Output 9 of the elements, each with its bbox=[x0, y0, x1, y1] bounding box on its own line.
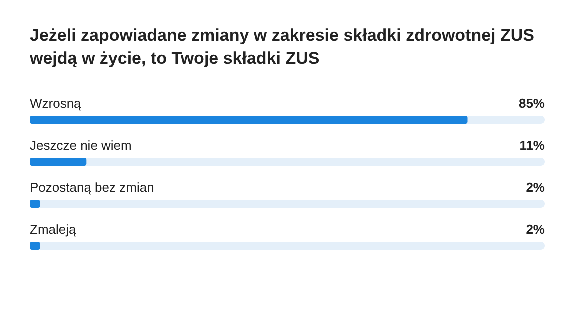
data-label: 2% bbox=[526, 180, 546, 195]
y-tick-label: Wzrosną bbox=[30, 96, 82, 111]
y-tick-label: Pozostaną bez zmian bbox=[30, 180, 154, 195]
chart-title: Jeżeli zapowiadane zmiany w zakresie składki zdrowotnej ZUS wejdą w życie, to Twoje składki ZUS bbox=[29, 26, 535, 68]
y-tick-label: Jeszcze nie wiem bbox=[30, 138, 132, 153]
y-tick-label: Zmaleją bbox=[30, 222, 78, 237]
data-label: 85% bbox=[518, 96, 546, 111]
data-label: 2% bbox=[526, 222, 546, 237]
data-label: 11% bbox=[520, 138, 546, 153]
